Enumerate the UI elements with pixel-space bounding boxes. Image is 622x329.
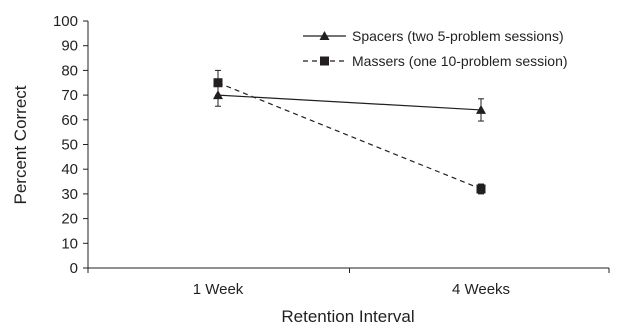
y-tick-label: 40 (61, 161, 78, 178)
y-tick-label: 30 (61, 186, 78, 203)
x-tick-label: 1 Week (193, 281, 244, 298)
legend-label: Massers (one 10-problem session) (352, 53, 568, 69)
series-line (217, 82, 482, 190)
y-tick-label: 20 (61, 211, 78, 228)
series-spacers (213, 83, 486, 122)
series-line (217, 94, 482, 111)
y-tick-label: 0 (70, 260, 78, 277)
data-point (476, 104, 486, 114)
x-tick-label: 4 Weeks (452, 281, 510, 298)
x-axis-title: Retention Interval (281, 307, 414, 326)
y-tick-label: 90 (61, 38, 78, 55)
y-tick-label: 100 (53, 13, 78, 30)
data-point (476, 184, 486, 194)
legend-label: Spacers (two 5-problem sessions) (352, 28, 564, 44)
series-group (213, 69, 486, 195)
series-massers (213, 69, 486, 195)
data-point (213, 78, 223, 88)
y-tick-label: 60 (61, 112, 78, 129)
y-tick-label: 70 (61, 87, 78, 104)
x-axis: 1 Week 4 Weeks (87, 267, 610, 298)
y-axis-title: Percent Correct (11, 85, 30, 204)
legend-marker (319, 31, 330, 40)
legend-marker (320, 56, 329, 66)
y-tick-label: 50 (61, 137, 78, 154)
y-tick-label: 80 (61, 62, 78, 79)
y-axis: 0 10 20 30 40 50 60 70 80 90 100 (53, 13, 89, 277)
legend: Spacers (two 5-problem sessions) Massers … (303, 28, 568, 69)
y-tick-label: 10 (61, 235, 78, 252)
